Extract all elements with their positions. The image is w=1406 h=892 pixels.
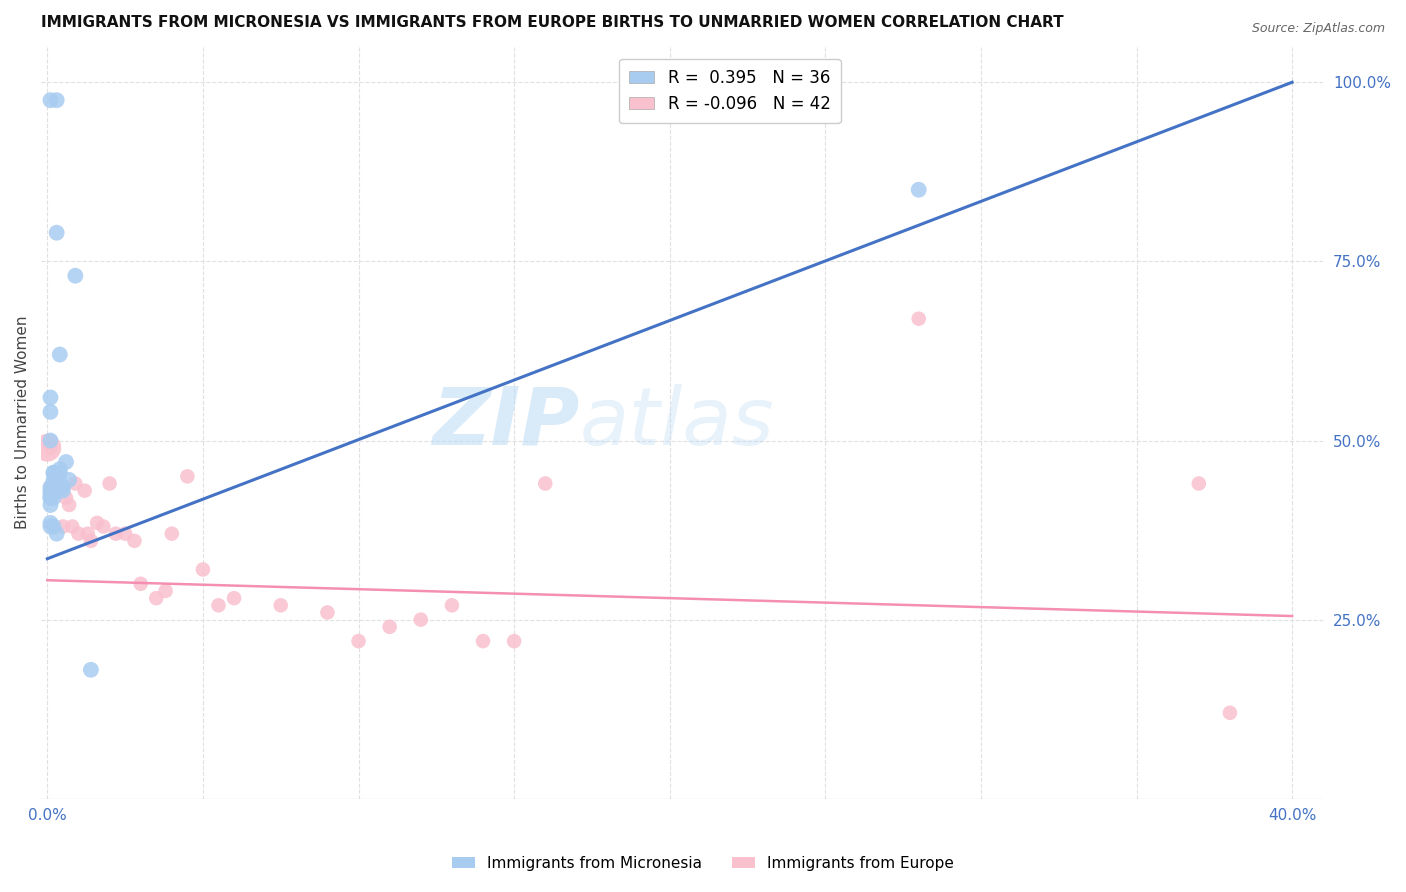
Point [42, 519, 65, 533]
Point [49, 347, 72, 361]
Text: IMMIGRANTS FROM MICRONESIA VS IMMIGRANTS FROM EUROPE BIRTHS TO UNMARRIED WOMEN C: IMMIGRANTS FROM MICRONESIA VS IMMIGRANTS… [41, 15, 1064, 30]
Point [45, 483, 67, 498]
Point [45, 93, 67, 107]
Point [49, 476, 72, 491]
Point [65, 268, 87, 283]
Text: Source: ZipAtlas.com: Source: ZipAtlas.com [1251, 22, 1385, 36]
Point [503, 634, 526, 648]
Point [98, 476, 121, 491]
Point [52, 480, 75, 494]
Point [39, 519, 62, 533]
Point [39, 498, 62, 512]
Point [207, 599, 229, 613]
Point [42, 483, 65, 498]
Point [58, 498, 80, 512]
Point [104, 526, 127, 541]
Point [191, 562, 214, 576]
Point [80, 533, 103, 548]
Legend: R =  0.395   N = 36, R = -0.096   N = 42: R = 0.395 N = 36, R = -0.096 N = 42 [619, 59, 841, 123]
Point [37, 441, 59, 455]
Point [49, 476, 72, 491]
Point [39, 480, 62, 494]
Point [93, 519, 115, 533]
Text: atlas: atlas [579, 384, 775, 461]
Point [378, 620, 401, 634]
Point [39, 491, 62, 505]
Point [39, 491, 62, 505]
Point [39, 441, 62, 455]
Point [907, 311, 929, 326]
Point [52, 480, 75, 494]
Point [907, 183, 929, 197]
Point [124, 533, 146, 548]
Point [155, 584, 177, 599]
Point [42, 476, 65, 491]
Point [222, 591, 245, 606]
Point [76, 526, 98, 541]
Point [160, 526, 183, 541]
Point [39, 405, 62, 419]
Point [45, 483, 67, 498]
Point [176, 469, 198, 483]
Point [42, 491, 65, 505]
Point [65, 476, 87, 491]
Point [52, 519, 75, 533]
Point [49, 466, 72, 480]
Point [73, 483, 96, 498]
Point [80, 663, 103, 677]
Point [52, 483, 75, 498]
Point [534, 476, 557, 491]
Point [39, 391, 62, 405]
Point [39, 487, 62, 501]
Point [42, 476, 65, 491]
Point [440, 599, 463, 613]
Point [58, 473, 80, 487]
Point [39, 480, 62, 494]
Point [42, 466, 65, 480]
Text: ZIP: ZIP [432, 384, 579, 461]
Point [42, 480, 65, 494]
Point [39, 516, 62, 530]
Point [472, 634, 495, 648]
Point [1188, 476, 1211, 491]
Point [67, 526, 90, 541]
Point [145, 591, 167, 606]
Point [86, 516, 108, 530]
Point [49, 462, 72, 476]
Point [129, 576, 152, 591]
Point [55, 491, 77, 505]
Point [39, 434, 62, 448]
Point [316, 606, 339, 620]
Y-axis label: Births to Unmarried Women: Births to Unmarried Women [15, 316, 30, 529]
Point [55, 455, 77, 469]
Point [1219, 706, 1241, 720]
Point [45, 473, 67, 487]
Point [42, 466, 65, 480]
Point [39, 483, 62, 498]
Point [60, 519, 83, 533]
Point [45, 526, 67, 541]
Point [409, 613, 432, 627]
Point [42, 473, 65, 487]
Legend: Immigrants from Micronesia, Immigrants from Europe: Immigrants from Micronesia, Immigrants f… [446, 850, 960, 877]
Point [45, 226, 67, 240]
Point [347, 634, 370, 648]
Point [39, 93, 62, 107]
Point [45, 473, 67, 487]
Point [270, 599, 292, 613]
Point [114, 526, 136, 541]
